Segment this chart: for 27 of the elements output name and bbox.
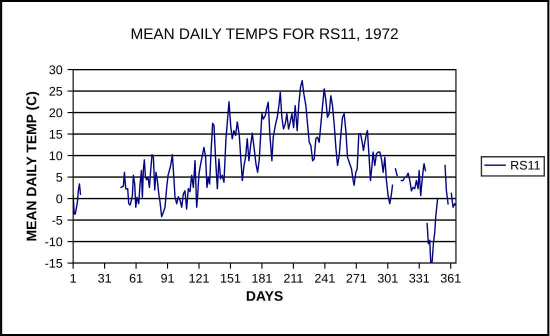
x-tick-label: 1 [70, 274, 76, 283]
chart-title: MEAN DAILY TEMPS FOR RS11, 1972 [132, 28, 398, 41]
y-tick-label: 0 [56, 194, 62, 204]
y-tick-label: -5 [52, 216, 62, 225]
x-tick-label: 331 [409, 274, 430, 283]
x-tick-label: 301 [378, 274, 398, 283]
x-tick-label: 241 [315, 274, 335, 283]
y-tick-label: 30 [49, 65, 62, 74]
y-tick-label: 15 [50, 130, 62, 139]
x-tick-label: 121 [190, 274, 209, 283]
legend-label: RS11 [511, 160, 540, 170]
y-tick-label: -15 [45, 259, 62, 268]
x-tick-label: 31 [98, 274, 111, 283]
x-tick-label: 151 [220, 274, 240, 283]
y-tick-label: 20 [49, 108, 62, 118]
y-tick-label: 5 [56, 173, 62, 182]
y-tick-label: 10 [50, 151, 62, 160]
x-tick-label: 181 [252, 274, 272, 283]
x-tick-label: 91 [161, 274, 174, 283]
y-axis-title: MEAN DAILY TEMP (C) [26, 92, 40, 241]
y-tick-label: 25 [49, 86, 62, 96]
x-axis-title: DAYS [246, 291, 283, 301]
x-tick-label: 271 [346, 274, 366, 283]
x-tick-label: 61 [130, 274, 142, 283]
x-tick-label: 361 [440, 274, 461, 283]
x-tick-label: 211 [284, 274, 303, 283]
y-tick-label: -10 [45, 237, 62, 246]
